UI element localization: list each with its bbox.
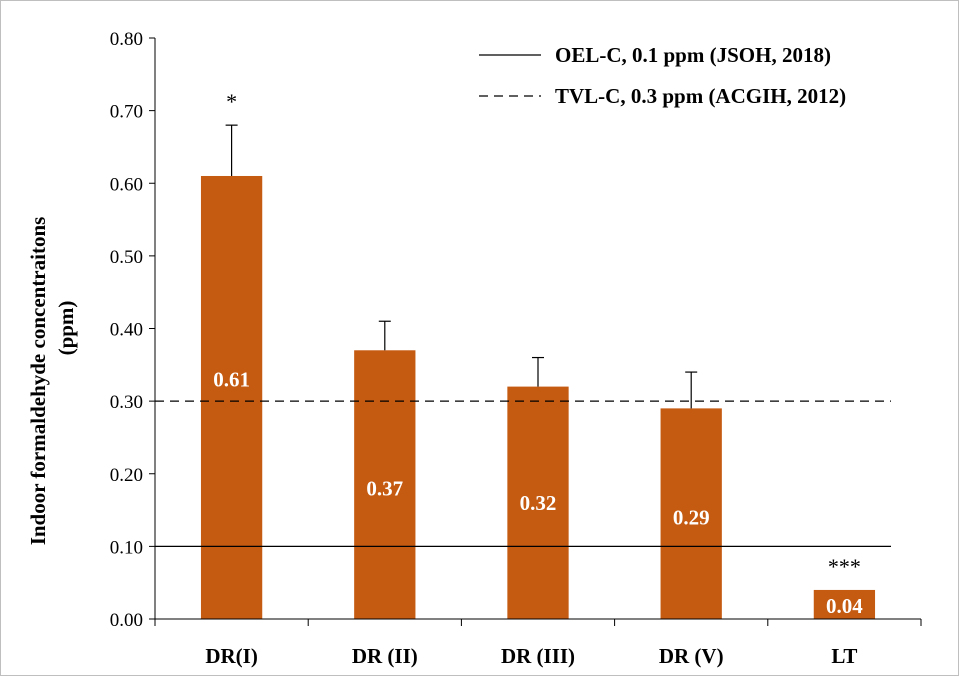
bars [200,124,876,620]
y-tick-label: 0.00 [110,610,143,631]
x-category-label: DR (V) [659,644,724,668]
significance-marker: * [226,89,237,114]
legend: OEL-C, 0.1 ppm (JSOH, 2018) TVL-C, 0.3 pp… [479,43,846,108]
x-axis: DR(I) DR (II) DR (III) DR (V) LT [154,618,922,668]
x-category-label: DR (II) [352,644,418,668]
y-tick-label: 0.50 [110,247,143,268]
bar [507,386,569,619]
y-axis-unit: (ppm) [54,301,78,356]
y-tick-label: 0.20 [110,465,143,486]
bar-value-label: 0.04 [826,594,863,618]
bar-value-label: 0.32 [520,491,557,515]
y-tick-label: 0.40 [110,320,143,341]
y-tick-label: 0.60 [110,174,143,195]
bar [200,175,263,620]
x-category-label: DR (III) [501,644,575,668]
bar-value-label: 0.29 [673,505,710,529]
bar [354,350,416,619]
legend-label: TVL-C, 0.3 ppm (ACGIH, 2012) [555,84,846,108]
x-category-label: LT [831,644,857,668]
reference-lines [155,400,891,548]
significance-marker: *** [828,554,861,579]
bar-value-label: 0.37 [366,476,403,500]
y-tick-label: 0.30 [110,392,143,413]
x-category-label: DR(I) [205,644,258,668]
data-labels: 0.610.370.320.290.04**** [213,89,863,618]
bar [813,589,876,619]
y-tick-label: 0.70 [110,102,143,123]
legend-label: OEL-C, 0.1 ppm (JSOH, 2018) [555,43,831,67]
bar [660,408,722,619]
bar-value-label: 0.61 [213,367,250,391]
y-axis-title: Indoor formaldehyde concentraitons [26,217,50,546]
y-axis: 0.00 0.10 0.20 0.30 0.40 0.50 0.60 0.70 0.80 [110,29,156,631]
y-tick-label: 0.10 [110,537,143,558]
y-tick-label: 0.80 [110,29,143,50]
